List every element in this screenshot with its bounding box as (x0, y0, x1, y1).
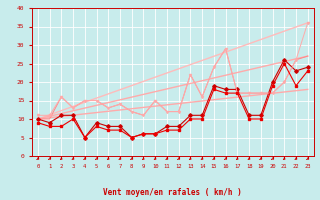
X-axis label: Vent moyen/en rafales ( km/h ): Vent moyen/en rafales ( km/h ) (103, 188, 242, 197)
